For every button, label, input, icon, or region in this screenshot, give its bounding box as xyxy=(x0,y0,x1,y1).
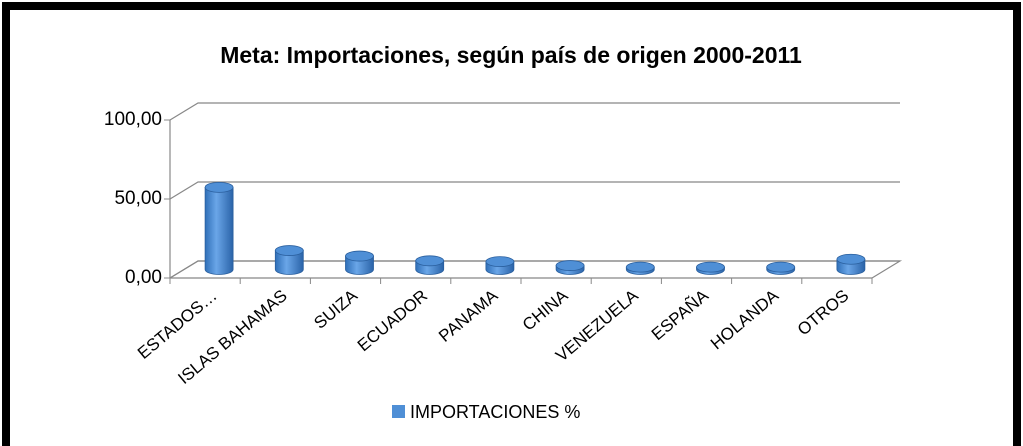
y-tick-label: 0,00 xyxy=(125,267,162,288)
legend-swatch xyxy=(392,405,405,418)
grid-line xyxy=(169,260,900,279)
cylinder-top xyxy=(415,255,445,267)
cylinder-top xyxy=(766,261,796,273)
cylinder-top xyxy=(485,256,515,268)
y-tick-label: 100,00 xyxy=(104,109,162,130)
y-tick-label: 50,00 xyxy=(114,188,162,209)
chart-title: Meta: Importaciones, según país de orige… xyxy=(220,42,802,68)
grid-line xyxy=(169,181,900,200)
cylinder-top xyxy=(625,261,655,273)
cylinder-top xyxy=(274,245,304,256)
cylinder xyxy=(204,186,234,275)
cylinder-top xyxy=(345,250,374,262)
cylinder xyxy=(274,250,304,275)
cylinder-top xyxy=(696,261,725,273)
cylinder-top xyxy=(204,181,234,193)
cylinder-top xyxy=(555,260,585,271)
cylinder-top xyxy=(836,253,866,265)
legend-label: IMPORTACIONES % xyxy=(410,402,580,422)
grid-line xyxy=(169,102,900,121)
